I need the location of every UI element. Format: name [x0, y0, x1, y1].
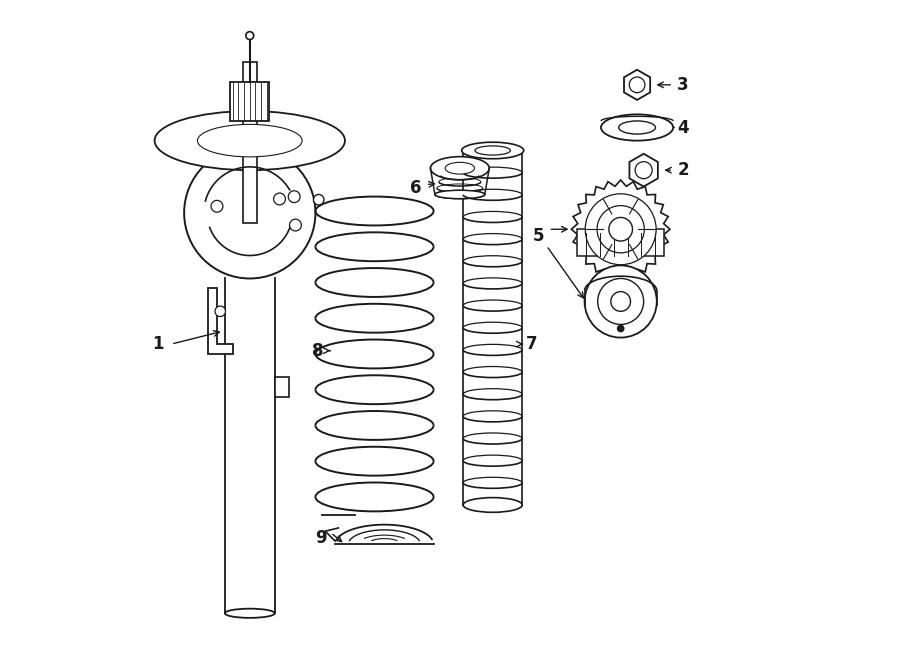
Ellipse shape — [601, 115, 673, 140]
Polygon shape — [209, 289, 233, 354]
FancyBboxPatch shape — [578, 229, 664, 256]
FancyBboxPatch shape — [230, 81, 269, 121]
Circle shape — [215, 306, 226, 316]
Circle shape — [288, 191, 300, 203]
Ellipse shape — [197, 124, 302, 157]
Circle shape — [617, 325, 624, 332]
Circle shape — [598, 279, 644, 324]
Text: 7: 7 — [526, 335, 538, 353]
Ellipse shape — [155, 111, 345, 170]
Ellipse shape — [225, 608, 274, 618]
Circle shape — [597, 206, 644, 253]
Ellipse shape — [462, 142, 524, 159]
FancyBboxPatch shape — [274, 377, 289, 397]
Polygon shape — [572, 180, 670, 279]
Circle shape — [611, 292, 631, 311]
Text: 1: 1 — [152, 335, 164, 353]
Ellipse shape — [430, 157, 490, 180]
Text: 4: 4 — [677, 118, 688, 136]
Ellipse shape — [475, 146, 510, 155]
Polygon shape — [629, 154, 658, 187]
Circle shape — [629, 77, 645, 93]
Circle shape — [585, 265, 657, 338]
Ellipse shape — [246, 32, 254, 40]
Circle shape — [635, 162, 652, 179]
FancyBboxPatch shape — [243, 62, 257, 222]
Text: 8: 8 — [311, 342, 323, 359]
Circle shape — [609, 217, 633, 241]
Ellipse shape — [464, 498, 522, 512]
Circle shape — [585, 194, 656, 265]
Text: 2: 2 — [677, 161, 688, 179]
Text: 3: 3 — [677, 76, 688, 94]
Circle shape — [290, 219, 302, 231]
Ellipse shape — [446, 162, 474, 174]
Circle shape — [184, 147, 315, 279]
Text: 5: 5 — [533, 227, 544, 245]
Ellipse shape — [618, 121, 655, 134]
Circle shape — [274, 193, 285, 205]
Text: 9: 9 — [315, 529, 327, 547]
Ellipse shape — [435, 190, 485, 199]
Text: 6: 6 — [410, 179, 421, 197]
Circle shape — [212, 201, 223, 213]
Polygon shape — [624, 70, 650, 100]
Circle shape — [313, 195, 324, 205]
